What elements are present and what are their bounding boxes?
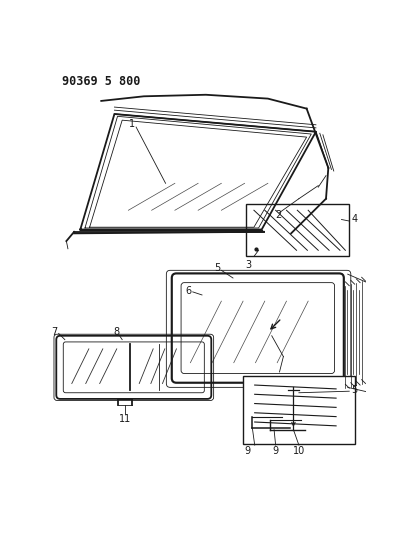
Text: 10: 10 — [293, 446, 305, 456]
Text: 9: 9 — [273, 446, 279, 456]
Text: 1: 1 — [129, 119, 135, 129]
Text: 5: 5 — [352, 385, 358, 394]
Text: 5: 5 — [214, 263, 221, 273]
Bar — [246, 204, 349, 256]
Text: 7: 7 — [52, 327, 58, 337]
Text: 6: 6 — [186, 286, 192, 296]
Text: 90369 5 800: 90369 5 800 — [62, 75, 140, 88]
Text: 3: 3 — [245, 260, 252, 270]
Text: 4: 4 — [352, 214, 358, 224]
Text: 9: 9 — [244, 446, 250, 456]
Bar — [243, 376, 355, 443]
Text: 2: 2 — [275, 210, 281, 220]
Text: 8: 8 — [114, 327, 120, 337]
Text: 11: 11 — [119, 414, 131, 424]
